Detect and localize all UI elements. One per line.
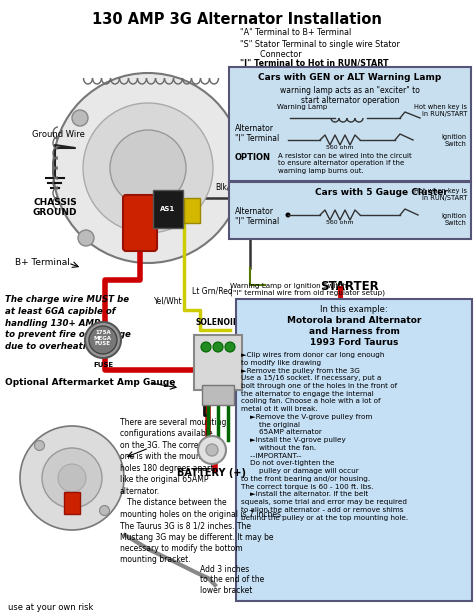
Circle shape: [72, 110, 88, 126]
Text: FUSE: FUSE: [93, 362, 113, 368]
Bar: [184, 198, 200, 223]
FancyBboxPatch shape: [123, 195, 157, 251]
Bar: [202, 385, 234, 405]
Text: Cars with 5 Gauge Cluster: Cars with 5 Gauge Cluster: [315, 188, 448, 197]
Circle shape: [110, 130, 186, 206]
Text: "I" Terminal: "I" Terminal: [235, 217, 279, 226]
Text: "I" Terminal: "I" Terminal: [235, 134, 279, 143]
Text: Add 3 inches
to the end of the
lower bracket: Add 3 inches to the end of the lower bra…: [200, 565, 264, 595]
Circle shape: [201, 342, 211, 352]
Text: Hot when key is
in RUN/START: Hot when key is in RUN/START: [414, 188, 467, 201]
Text: Warning Lamp or Ignition Switch
("I" terminal wire from old regulator setup): Warning Lamp or Ignition Switch ("I" ter…: [230, 283, 385, 297]
Text: Yel/Wht: Yel/Wht: [154, 297, 182, 306]
Text: B+ Terminal: B+ Terminal: [15, 258, 70, 267]
Text: Ground Wire: Ground Wire: [32, 130, 84, 139]
Text: use at your own risk: use at your own risk: [8, 603, 93, 612]
Text: 1993 Ford Taurus: 1993 Ford Taurus: [310, 338, 398, 347]
Bar: [194, 335, 242, 390]
Text: Warning Lamp: Warning Lamp: [277, 104, 327, 110]
Circle shape: [78, 230, 94, 246]
Text: Motorola brand Alternator: Motorola brand Alternator: [287, 316, 421, 325]
Text: The charge wire MUST be
at least 6GA capible of
handling 130+ AMPs
to prevent fi: The charge wire MUST be at least 6GA cap…: [5, 295, 131, 351]
Text: Cars with GEN or ALT Warning Lamp: Cars with GEN or ALT Warning Lamp: [258, 73, 442, 82]
Text: and Harness from: and Harness from: [309, 327, 400, 336]
Circle shape: [285, 212, 291, 217]
Bar: [153, 190, 183, 228]
Text: ►Clip wires from donor car long enough
to modify like drawing
►Remove the pulley: ►Clip wires from donor car long enough t…: [241, 352, 408, 521]
Text: Ignition
Switch: Ignition Switch: [442, 134, 467, 147]
Text: warning lamp acts as an "exciter" to
start alternator operation: warning lamp acts as an "exciter" to sta…: [280, 86, 420, 106]
Circle shape: [85, 322, 121, 358]
Circle shape: [35, 440, 45, 451]
Text: OPTION: OPTION: [235, 153, 271, 162]
Text: "S" Stator Terminal to single wire Stator
        Connector: "S" Stator Terminal to single wire Stato…: [240, 40, 400, 60]
Text: In this example:: In this example:: [320, 305, 388, 314]
Text: Optional Aftermarket Amp Gauge: Optional Aftermarket Amp Gauge: [5, 378, 175, 387]
Text: 560 ohm: 560 ohm: [326, 220, 354, 225]
Circle shape: [206, 444, 218, 456]
Text: There are several mounting
configurations available
on the 3G. The correct
one i: There are several mounting configuration…: [120, 418, 283, 564]
Circle shape: [225, 342, 235, 352]
Text: Blk/Wht: Blk/Wht: [215, 183, 245, 192]
Bar: [64, 492, 80, 514]
FancyBboxPatch shape: [229, 67, 471, 181]
Text: 175A
MEGA
FUSE: 175A MEGA FUSE: [94, 330, 112, 346]
Circle shape: [100, 505, 109, 516]
Text: Hot when key is
in RUN/START: Hot when key is in RUN/START: [414, 104, 467, 117]
Text: Lt Grn/Red: Lt Grn/Red: [192, 286, 233, 295]
Circle shape: [20, 426, 124, 530]
Text: STARTER: STARTER: [320, 280, 379, 293]
Text: AS1: AS1: [160, 206, 176, 212]
Circle shape: [213, 342, 223, 352]
Text: CHASSIS
GROUND: CHASSIS GROUND: [33, 198, 77, 217]
Text: Ignition
Switch: Ignition Switch: [442, 213, 467, 226]
FancyBboxPatch shape: [236, 299, 472, 601]
Circle shape: [53, 73, 243, 263]
FancyBboxPatch shape: [229, 182, 471, 239]
Text: SOLENOID: SOLENOID: [196, 318, 240, 327]
Text: 130 AMP 3G Alternator Installation: 130 AMP 3G Alternator Installation: [92, 12, 382, 27]
Circle shape: [58, 464, 86, 492]
Text: BATTERY (+): BATTERY (+): [177, 468, 246, 478]
Text: A resistor can be wired into the circuit
to ensure alternator operation if the
w: A resistor can be wired into the circuit…: [278, 153, 412, 174]
Circle shape: [198, 436, 226, 464]
Circle shape: [89, 326, 117, 354]
Text: "A" Terminal to B+ Terminal: "A" Terminal to B+ Terminal: [240, 28, 351, 37]
Text: Alternator: Alternator: [235, 207, 274, 216]
Text: 560 ohm: 560 ohm: [326, 145, 354, 150]
Text: Alternator: Alternator: [235, 124, 274, 133]
Circle shape: [42, 448, 102, 508]
Text: "I" Terminal to Hot in RUN/START: "I" Terminal to Hot in RUN/START: [240, 58, 389, 67]
Circle shape: [83, 103, 213, 233]
